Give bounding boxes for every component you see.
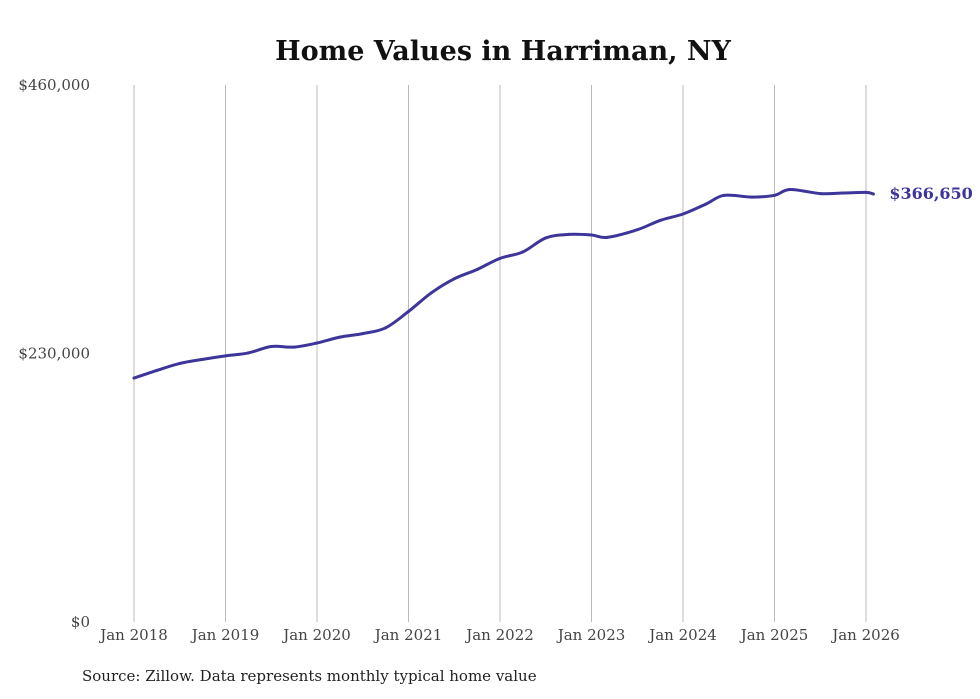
data-point xyxy=(155,368,159,372)
x-tick-label: Jan 2025 xyxy=(739,626,809,644)
data-point xyxy=(452,277,456,281)
data-point xyxy=(864,190,868,194)
data-point xyxy=(605,235,609,239)
data-point xyxy=(292,345,296,349)
data-point xyxy=(269,344,273,348)
data-point xyxy=(773,193,776,197)
x-tick-label: Jan 2018 xyxy=(98,626,168,644)
data-point xyxy=(315,341,319,345)
data-point xyxy=(338,335,342,339)
data-point xyxy=(544,236,548,240)
data-point xyxy=(635,228,639,232)
data-point xyxy=(407,309,410,313)
chart-title: Home Values in Harriman, NY xyxy=(275,36,731,67)
data-point xyxy=(841,191,845,195)
data-point xyxy=(871,192,875,196)
x-tick-label: Jan 2024 xyxy=(647,626,717,644)
x-tick-label: Jan 2023 xyxy=(556,626,626,644)
data-point xyxy=(201,357,205,361)
y-tick-label: $0 xyxy=(71,613,90,631)
data-point xyxy=(750,195,754,199)
data-point xyxy=(818,192,822,196)
data-point xyxy=(658,218,662,222)
source-note: Source: Zillow. Data represents monthly … xyxy=(82,667,537,685)
series-line xyxy=(132,187,875,380)
data-point xyxy=(498,256,502,260)
y-tick-label: $460,000 xyxy=(18,76,90,94)
data-point xyxy=(361,332,365,336)
y-tick-label: $230,000 xyxy=(18,345,90,363)
data-point xyxy=(722,193,726,197)
data-point xyxy=(704,202,708,206)
data-point xyxy=(521,250,525,254)
data-point xyxy=(788,187,792,191)
data-point xyxy=(224,354,227,358)
data-point xyxy=(132,376,136,380)
data-point xyxy=(384,326,388,330)
data-point xyxy=(567,232,571,236)
x-tick-label: Jan 2020 xyxy=(281,626,351,644)
x-tick-label: Jan 2021 xyxy=(373,626,443,644)
data-point xyxy=(178,361,182,365)
data-point xyxy=(681,212,685,216)
x-tick-label: Jan 2019 xyxy=(190,626,260,644)
end-value-label: $366,650 xyxy=(889,184,973,203)
data-point xyxy=(475,267,479,271)
data-point xyxy=(246,351,250,355)
data-point xyxy=(590,233,593,237)
data-point xyxy=(429,291,433,295)
x-tick-label: Jan 2026 xyxy=(830,626,900,644)
x-tick-label: Jan 2022 xyxy=(464,626,534,644)
